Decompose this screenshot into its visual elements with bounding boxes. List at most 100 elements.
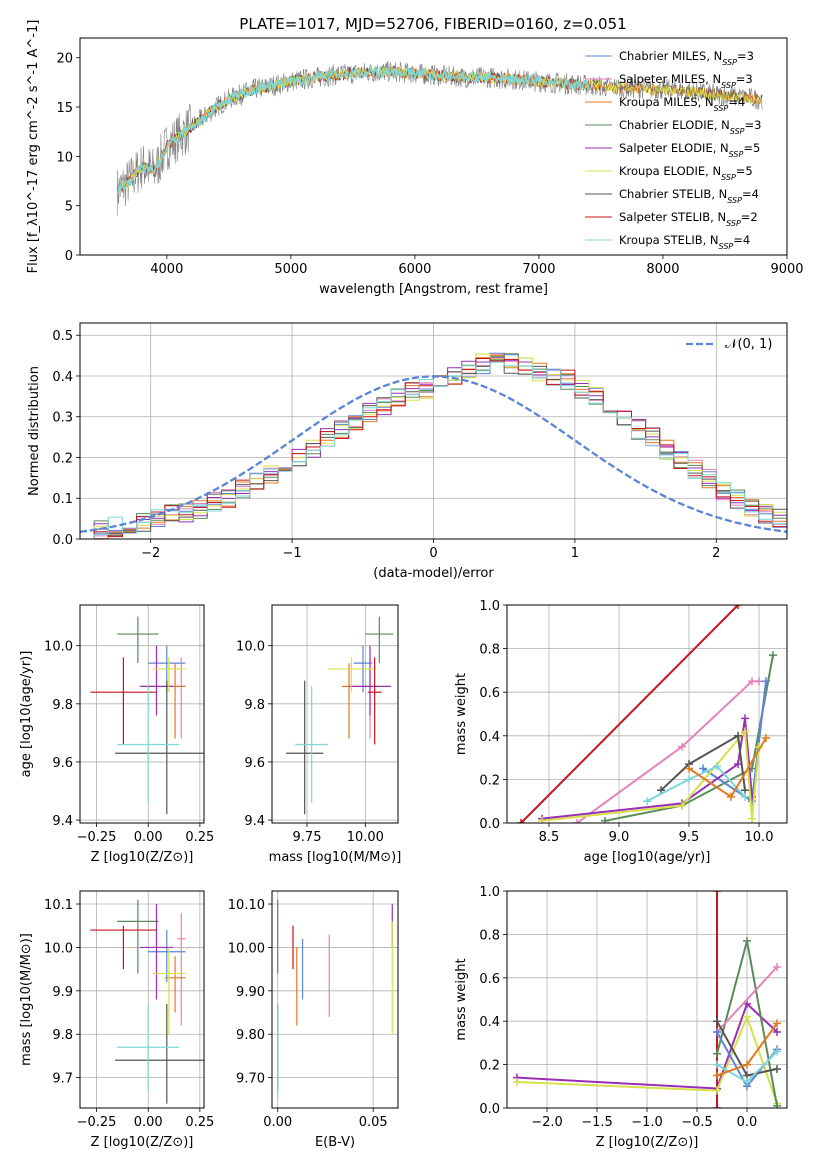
x-tick-label: −1 [283, 546, 302, 561]
series-point [773, 1101, 781, 1108]
y-axis-label: mass weight [454, 673, 469, 755]
x-tick-label: 5000 [274, 262, 307, 277]
y-tick-label: 10.0 [44, 941, 73, 956]
y-axis-label: mass weight [454, 958, 469, 1040]
y-tick-label: 0.8 [479, 928, 500, 943]
plot-area [80, 891, 204, 1108]
series-line [646, 765, 746, 803]
y-tick-label: 0.4 [479, 1015, 500, 1030]
axes-frame [506, 604, 788, 824]
plot-area [80, 323, 787, 539]
y-tick-label: 10.00 [228, 941, 265, 956]
series-line [516, 1014, 778, 1105]
y-tick-label: 10.10 [228, 898, 265, 913]
series-point [601, 816, 609, 823]
y-tick-label: 0.2 [479, 1059, 500, 1074]
y-tick-label: 9.6 [52, 756, 73, 771]
plot-area [272, 605, 398, 823]
legend-entry: Kroupa MILES, NSSP=4 [619, 95, 745, 113]
model-spectrum-line [116, 65, 763, 197]
series-point [748, 677, 756, 686]
series-point [678, 801, 686, 810]
series-point [743, 1077, 751, 1086]
y-tick-label: 0 [65, 249, 73, 264]
x-axis-label: age [log10(age/yr)] [584, 850, 711, 865]
x-tick-label: 8000 [646, 262, 679, 277]
x-tick-label: −0.5 [681, 1115, 713, 1130]
series-point [741, 714, 749, 723]
x-tick-label: 2 [712, 546, 720, 561]
x-axis-label: Z [log10(Z/Z⊙)] [596, 1135, 699, 1150]
y-tick-label: 0.4 [52, 370, 73, 385]
plot-area [116, 60, 763, 216]
y-axis-label: age [log10(age/yr)] [19, 651, 34, 778]
x-tick-label: −1.5 [581, 1115, 613, 1130]
axes-frame [79, 604, 205, 824]
series-point [734, 605, 742, 609]
series-point [748, 814, 756, 823]
x-tick-label: −0.25 [77, 830, 117, 845]
x-tick-label: 4000 [150, 262, 183, 277]
x-axis-label: mass [log10(M/M⊙)] [269, 850, 402, 865]
axes-frame [271, 604, 399, 824]
legend: Chabrier MILES, NSSP=3 Salpeter MILES, NS… [585, 49, 761, 251]
x-tick-label: −2.0 [531, 1115, 563, 1130]
x-tick-label: 0.25 [185, 830, 214, 845]
series-point [713, 1071, 721, 1080]
x-axis-label: E(B-V) [315, 1135, 355, 1150]
series-point [741, 792, 749, 801]
axes-frame [271, 890, 399, 1109]
x-tick-label: 8.5 [539, 830, 560, 845]
x-tick-label: 0.25 [185, 1115, 214, 1130]
y-tick-label: 0.6 [479, 686, 500, 701]
series-point [727, 792, 735, 801]
x-tick-label: 9.0 [609, 830, 630, 845]
chart-panel-7: −2.0 −1.5 −1.0 −0.5 0.0 0.0 0.2 0.4 0.6 0.8 1.0 Z [… [454, 885, 788, 1150]
normal-curve-line [80, 375, 787, 534]
series-point [773, 1047, 781, 1056]
x-axis-label: wavelength [Angstrom, rest frame] [319, 282, 548, 297]
chart-panel-3: 9.75 10.00 9.4 9.6 9.8 10.0 mass [log10(M/M⊙)] [236, 604, 402, 865]
y-axis-label: Flux [f_λ10^-17 erg cm^-2 s^-1 A^-1] [26, 20, 41, 274]
legend-entry: Chabrier ELODIE, NSSP=3 [619, 118, 761, 136]
axes-frame [79, 890, 205, 1109]
legend-entry: Salpeter STELIB, NSSP=2 [619, 210, 758, 228]
y-tick-label: 10 [56, 150, 73, 165]
y-tick-label: 20 [56, 52, 73, 67]
plot-area [80, 605, 204, 823]
x-tick-label: 9.75 [293, 830, 322, 845]
series-point [773, 1064, 781, 1073]
plot-area [507, 605, 787, 823]
series-point [762, 677, 770, 686]
x-tick-label: 0.00 [263, 1115, 292, 1130]
x-axis-label: Z [log10(Z/Z⊙)] [91, 850, 194, 865]
series-point [762, 733, 770, 742]
model-spectrum-line [116, 64, 590, 197]
x-tick-label: 9.5 [679, 830, 700, 845]
series-point [713, 762, 721, 771]
x-tick-label: 0.05 [359, 1115, 388, 1130]
y-axis-label: mass [log10(M/M⊙)] [19, 933, 34, 1066]
x-tick-label: 10.0 [745, 830, 774, 845]
series-point [643, 797, 651, 806]
y-tick-label: 9.4 [244, 814, 265, 829]
series-point [685, 775, 693, 784]
x-tick-label: 0.00 [134, 830, 163, 845]
series-point [713, 1028, 721, 1037]
y-tick-label: 1.0 [479, 885, 500, 900]
x-tick-label: −2 [141, 546, 160, 561]
x-tick-label: −1.0 [631, 1115, 663, 1130]
x-tick-label: −0.25 [77, 1115, 117, 1130]
series-point [713, 1017, 721, 1026]
y-tick-label: 15 [56, 101, 73, 116]
series-point [538, 816, 546, 823]
y-tick-label: 0.4 [479, 730, 500, 745]
axes-frame [79, 37, 788, 256]
y-tick-label: 5 [65, 200, 73, 215]
x-tick-label: 0 [429, 546, 437, 561]
y-tick-label: 10.1 [44, 898, 73, 913]
plot-area [507, 891, 787, 1108]
series-point [743, 936, 751, 945]
y-tick-label: 1.0 [479, 599, 500, 614]
